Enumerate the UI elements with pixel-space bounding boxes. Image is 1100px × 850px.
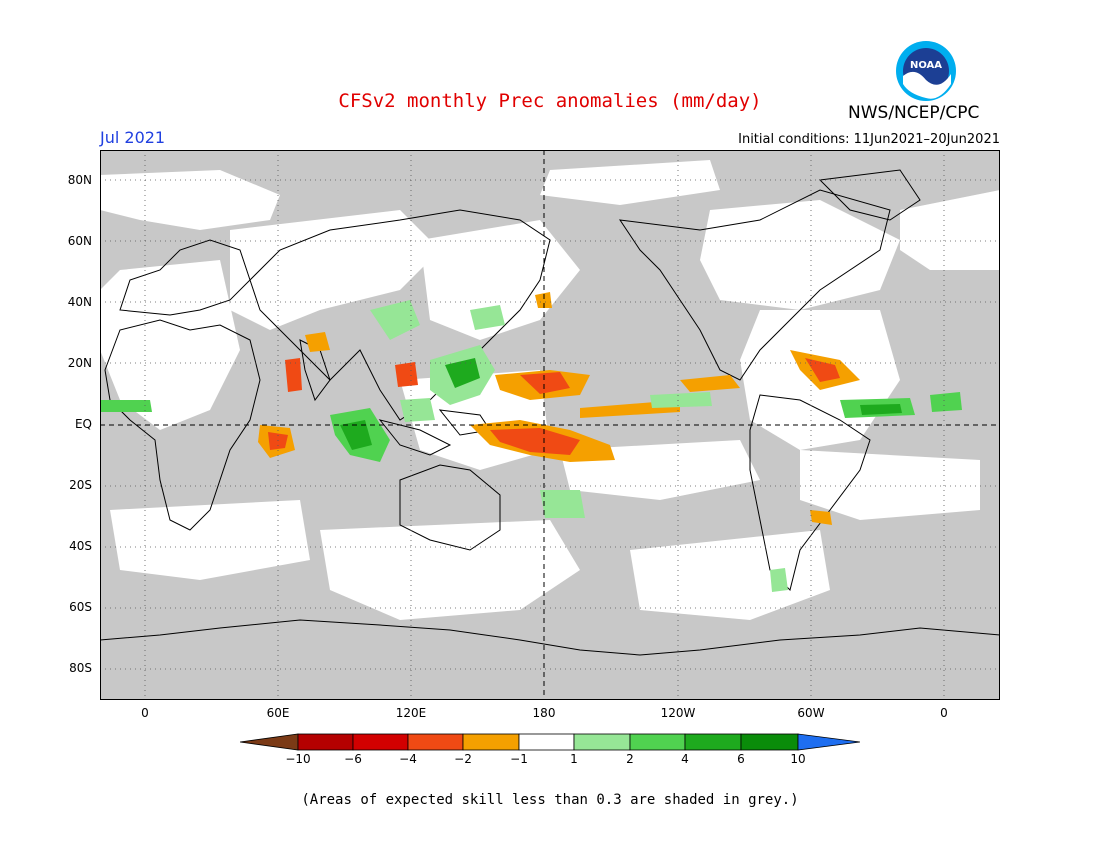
colorbar-tick-label: −2 [454, 752, 472, 766]
colorbar-swatch [740, 733, 799, 751]
lon-label: 0 [940, 706, 948, 720]
colorbar-swatch [407, 733, 464, 751]
forecast-month: Jul 2021 [100, 128, 166, 147]
colorbar-tick-label: 6 [737, 752, 745, 766]
colorbar-swatch [297, 733, 354, 751]
colorbar-swatch [352, 733, 409, 751]
wet-anomalies [100, 300, 962, 592]
colorbar-tick-label: −1 [510, 752, 528, 766]
lon-label: 0 [141, 706, 149, 720]
colorbar-tick-label: 4 [681, 752, 689, 766]
colorbar-swatch [462, 733, 520, 751]
colorbar-tick-label: −6 [344, 752, 362, 766]
lat-label: 60S [69, 600, 92, 614]
lon-label: 60W [797, 706, 825, 720]
chart-title: CFSv2 monthly Prec anomalies (mm/day) [338, 90, 762, 112]
lat-label: 80N [67, 173, 92, 187]
colorbar-swatch-gt-10 [797, 733, 860, 751]
colorbar-tick-label: −10 [285, 752, 311, 766]
colorbar-swatch-lt-10 [240, 733, 299, 751]
colorbar-swatch [518, 733, 575, 751]
lon-label: 120E [395, 706, 427, 720]
lat-label: 20N [67, 356, 92, 370]
dry-anomalies [258, 292, 860, 525]
colorbar-swatch [573, 733, 631, 751]
lat-label: 40N [67, 295, 92, 309]
lon-label: 60E [266, 706, 290, 720]
colorbar-swatch [684, 733, 742, 751]
lat-label: 60N [67, 234, 92, 248]
logo-text: NOAA [910, 60, 942, 71]
colorbar-tick-label: −4 [399, 752, 417, 766]
coastlines [100, 169, 1000, 656]
lat-label: 20S [69, 478, 92, 492]
skill-footnote: (Areas of expected skill less than 0.3 a… [301, 792, 799, 808]
colorbar-tick-label: 1 [570, 752, 578, 766]
noaa-logo: NOAA [896, 41, 956, 101]
initial-conditions: Initial conditions: 11Jun2021–20Jun2021 [738, 132, 1000, 147]
lat-label: 80S [69, 661, 92, 675]
lon-label: 120W [660, 706, 696, 720]
colorbar-tick-label: 10 [790, 752, 806, 766]
agency-label: NWS/NCEP/CPC [848, 103, 980, 123]
colorbar [240, 733, 860, 751]
lon-label: 180 [532, 706, 556, 720]
lat-label: 40S [69, 539, 92, 553]
precip-anomaly-map [100, 150, 1000, 700]
lat-label: EQ [74, 417, 92, 431]
colorbar-tick-label: 2 [626, 752, 634, 766]
colorbar-swatch [629, 733, 686, 751]
